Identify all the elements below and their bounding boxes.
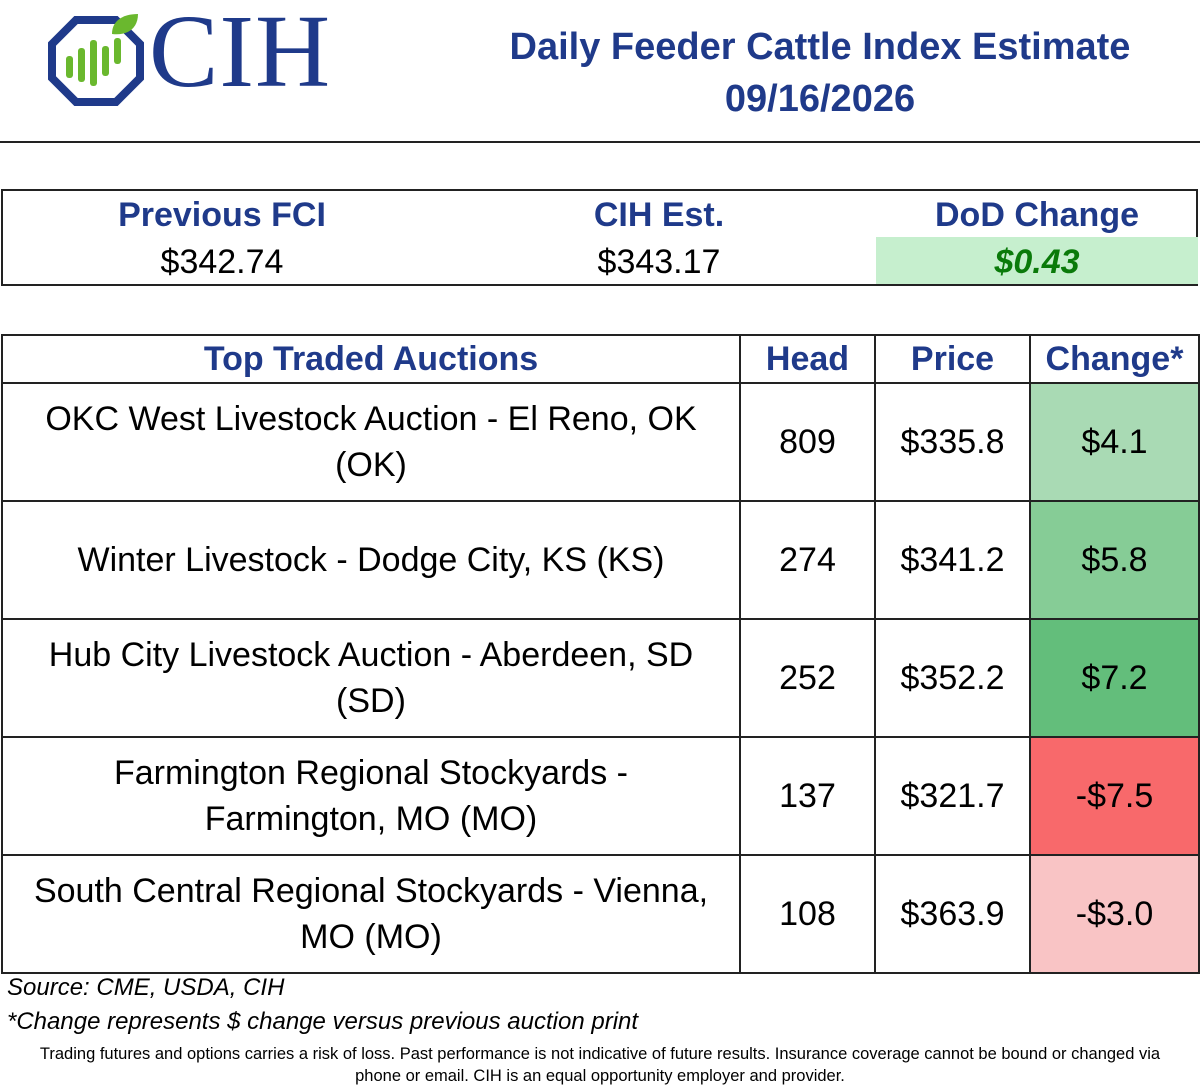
auction-price: $352.2 xyxy=(874,618,1031,738)
auction-name-line2: Farmington, MO (MO) xyxy=(204,800,538,838)
header-head: Head xyxy=(739,334,876,384)
auction-name: Hub City Livestock Auction - Aberdeen, S… xyxy=(1,618,741,738)
previous-fci-cell: Previous FCI $342.74 xyxy=(3,191,441,284)
risk-disclaimer: Trading futures and options carries a ri… xyxy=(0,1043,1200,1087)
auction-name-line1: South Central Regional Stockyards - Vien… xyxy=(33,872,709,910)
dod-change-value: $0.43 xyxy=(876,237,1198,284)
auction-name-line1: Hub City Livestock Auction - Aberdeen, S… xyxy=(48,636,694,674)
auction-name: South Central Regional Stockyards - Vien… xyxy=(1,854,741,974)
auction-head: 108 xyxy=(739,854,876,974)
auction-name-line2: (SD) xyxy=(336,682,406,720)
header-change: Change* xyxy=(1029,334,1200,384)
summary-box: Previous FCI $342.74 CIH Est. $343.17 Do… xyxy=(1,189,1198,286)
auction-name: OKC West Livestock Auction - El Reno, OK… xyxy=(1,382,741,502)
disclaimer-line2: phone or email. CIH is an equal opportun… xyxy=(355,1067,845,1085)
source-note: Source: CME, USDA, CIH xyxy=(7,974,285,1001)
table-row: Hub City Livestock Auction - Aberdeen, S… xyxy=(1,618,1200,738)
auction-head: 274 xyxy=(739,500,876,620)
auction-change: -$3.0 xyxy=(1029,854,1200,974)
cih-est-label: CIH Est. xyxy=(593,196,725,234)
auction-name-line2: MO (MO) xyxy=(300,918,442,956)
title-block: Daily Feeder Cattle Index Estimate 09/16… xyxy=(440,24,1200,122)
auction-name-line1: OKC West Livestock Auction - El Reno, OK xyxy=(45,400,697,438)
header-auctions: Top Traded Auctions xyxy=(1,334,741,384)
auction-head: 809 xyxy=(739,382,876,502)
auction-name: Winter Livestock - Dodge City, KS (KS) xyxy=(1,500,741,620)
previous-fci-label: Previous FCI xyxy=(118,196,326,234)
auction-head: 252 xyxy=(739,618,876,738)
dod-change-label: DoD Change xyxy=(935,196,1139,234)
cih-est-cell: CIH Est. $343.17 xyxy=(441,191,877,284)
table-row: Winter Livestock - Dodge City, KS (KS) 2… xyxy=(1,500,1200,620)
auction-change: $7.2 xyxy=(1029,618,1200,738)
auction-price: $321.7 xyxy=(874,736,1031,856)
auction-price: $363.9 xyxy=(874,854,1031,974)
auction-name-line1: Winter Livestock - Dodge City, KS (KS) xyxy=(77,541,665,579)
auction-name-line1: Farmington Regional Stockyards - xyxy=(113,754,628,792)
header-price: Price xyxy=(874,334,1031,384)
report-date: 09/16/2026 xyxy=(724,78,916,120)
cih-est-value: $343.17 xyxy=(597,243,721,281)
auction-name-line2: (OK) xyxy=(335,446,407,484)
auctions-table: Top Traded Auctions Head Price Change* O… xyxy=(1,334,1200,974)
table-row: OKC West Livestock Auction - El Reno, OK… xyxy=(1,382,1200,502)
report-header: CIH Daily Feeder Cattle Index Estimate 0… xyxy=(0,0,1200,143)
table-row: South Central Regional Stockyards - Vien… xyxy=(1,854,1200,974)
auction-change: $5.8 xyxy=(1029,500,1200,620)
cih-logo: CIH xyxy=(46,0,366,107)
disclaimer-line1: Trading futures and options carries a ri… xyxy=(39,1045,1161,1063)
table-header-row: Top Traded Auctions Head Price Change* xyxy=(1,334,1200,384)
auction-price: $341.2 xyxy=(874,500,1031,620)
table-row: Farmington Regional Stockyards - Farmingt… xyxy=(1,736,1200,856)
logo-wordmark: CIH xyxy=(149,0,332,109)
dod-change-cell: DoD Change $0.43 xyxy=(876,191,1198,284)
change-footnote: *Change represents $ change versus previ… xyxy=(7,1008,639,1035)
auction-price: $335.8 xyxy=(874,382,1031,502)
auction-change: $4.1 xyxy=(1029,382,1200,502)
page-title: Daily Feeder Cattle Index Estimate xyxy=(509,26,1131,68)
auction-head: 137 xyxy=(739,736,876,856)
header-divider xyxy=(0,141,1200,143)
previous-fci-value: $342.74 xyxy=(160,243,284,281)
cih-logo-icon xyxy=(48,14,144,106)
auction-change: -$7.5 xyxy=(1029,736,1200,856)
auction-name: Farmington Regional Stockyards - Farmingt… xyxy=(1,736,741,856)
